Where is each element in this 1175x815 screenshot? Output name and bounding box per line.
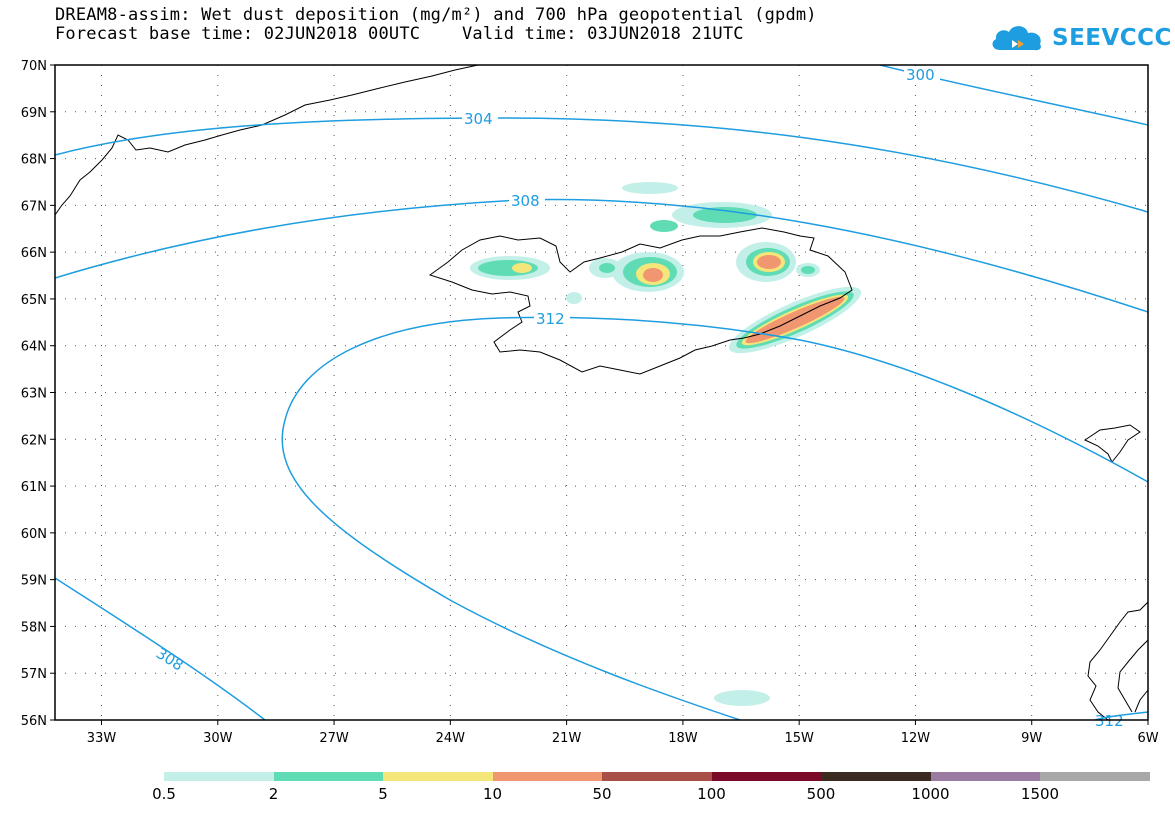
seevccc-logo: SEEVCCC — [988, 18, 1172, 58]
lon-label: 33W — [87, 731, 117, 746]
legend-label: 50 — [592, 785, 612, 803]
cloud-icon — [992, 26, 1041, 51]
lat-label: 60N — [21, 527, 47, 542]
contour-label-312-south: 312 — [1095, 712, 1124, 730]
geopotential-contours — [55, 65, 1148, 720]
legend-label: 10 — [482, 785, 503, 803]
lat-label: 56N — [21, 714, 47, 729]
contour-labels: 300 304 308 312 308 312 — [153, 66, 1124, 730]
lon-label: 12W — [901, 731, 931, 746]
gridlines — [55, 65, 1148, 720]
lon-label: 24W — [436, 731, 466, 746]
lat-label: 63N — [21, 387, 47, 402]
legend-swatch — [821, 772, 931, 781]
lat-label: 62N — [21, 433, 47, 448]
legend-label: 5 — [378, 785, 388, 803]
lat-label: 67N — [21, 199, 47, 214]
legend-swatch — [383, 772, 493, 781]
legend-label: 100 — [697, 785, 726, 803]
lat-label: 66N — [21, 246, 47, 261]
legend-label: 0.5 — [152, 785, 176, 803]
lat-label: 68N — [21, 153, 47, 168]
legend-swatch — [711, 772, 821, 781]
lat-label: 65N — [21, 293, 47, 308]
legend-swatch — [1040, 772, 1150, 781]
map-title: DREAM8-assim: Wet dust deposition (mg/m²… — [55, 5, 817, 25]
lon-label: 9W — [1021, 731, 1042, 746]
legend-swatch — [602, 772, 712, 781]
lon-label: 15W — [784, 731, 814, 746]
lon-label: 30W — [203, 731, 233, 746]
legend-label: 1500 — [1020, 785, 1060, 803]
lon-label: 18W — [668, 731, 698, 746]
contour-label-308: 308 — [511, 192, 540, 210]
lat-label: 61N — [21, 480, 47, 495]
legend-swatch — [164, 772, 274, 781]
dust-deposition-fields — [470, 182, 862, 706]
legend-swatch — [930, 772, 1040, 781]
lat-label: 69N — [21, 106, 47, 121]
lat-label: 58N — [21, 620, 47, 635]
legend-label: 2 — [268, 785, 279, 803]
lat-label: 57N — [21, 667, 47, 682]
axes: 70N 69N 68N 67N 66N 65N 64N 63N 62N 61N 60N 59N 58N 5… — [21, 59, 1159, 746]
legend-label: 1000 — [911, 785, 950, 803]
lat-label: 64N — [21, 340, 47, 355]
logo-text: SEEVCCC — [1052, 25, 1172, 51]
contour-label-304: 304 — [464, 110, 493, 128]
legend-swatch — [273, 772, 383, 781]
forecast-times: Forecast base time: 02JUN2018 00UTC Vali… — [55, 24, 744, 44]
lat-label: 70N — [21, 59, 47, 74]
lon-label: 6W — [1137, 731, 1158, 746]
contour-label-308-south: 308 — [153, 644, 187, 674]
legend-swatch — [492, 772, 602, 781]
lon-label: 27W — [319, 731, 349, 746]
lon-label: 21W — [552, 731, 582, 746]
coastlines — [55, 65, 1148, 720]
contour-label-300: 300 — [906, 66, 935, 84]
contour-label-312: 312 — [536, 310, 565, 328]
map-frame — [54, 64, 1149, 721]
lat-label: 59N — [21, 574, 47, 589]
legend-label: 500 — [806, 785, 836, 803]
